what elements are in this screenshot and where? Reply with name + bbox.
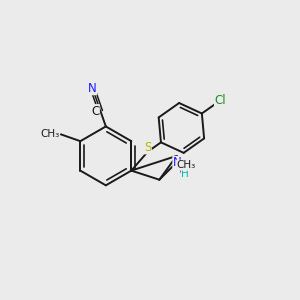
Text: H: H [182,169,189,179]
Text: CH₃: CH₃ [177,160,196,170]
Text: C: C [91,105,99,118]
Text: Cl: Cl [214,94,226,107]
Text: N: N [173,156,182,170]
Text: N: N [88,82,97,95]
Text: CH₃: CH₃ [40,129,59,140]
Text: S: S [144,141,152,154]
